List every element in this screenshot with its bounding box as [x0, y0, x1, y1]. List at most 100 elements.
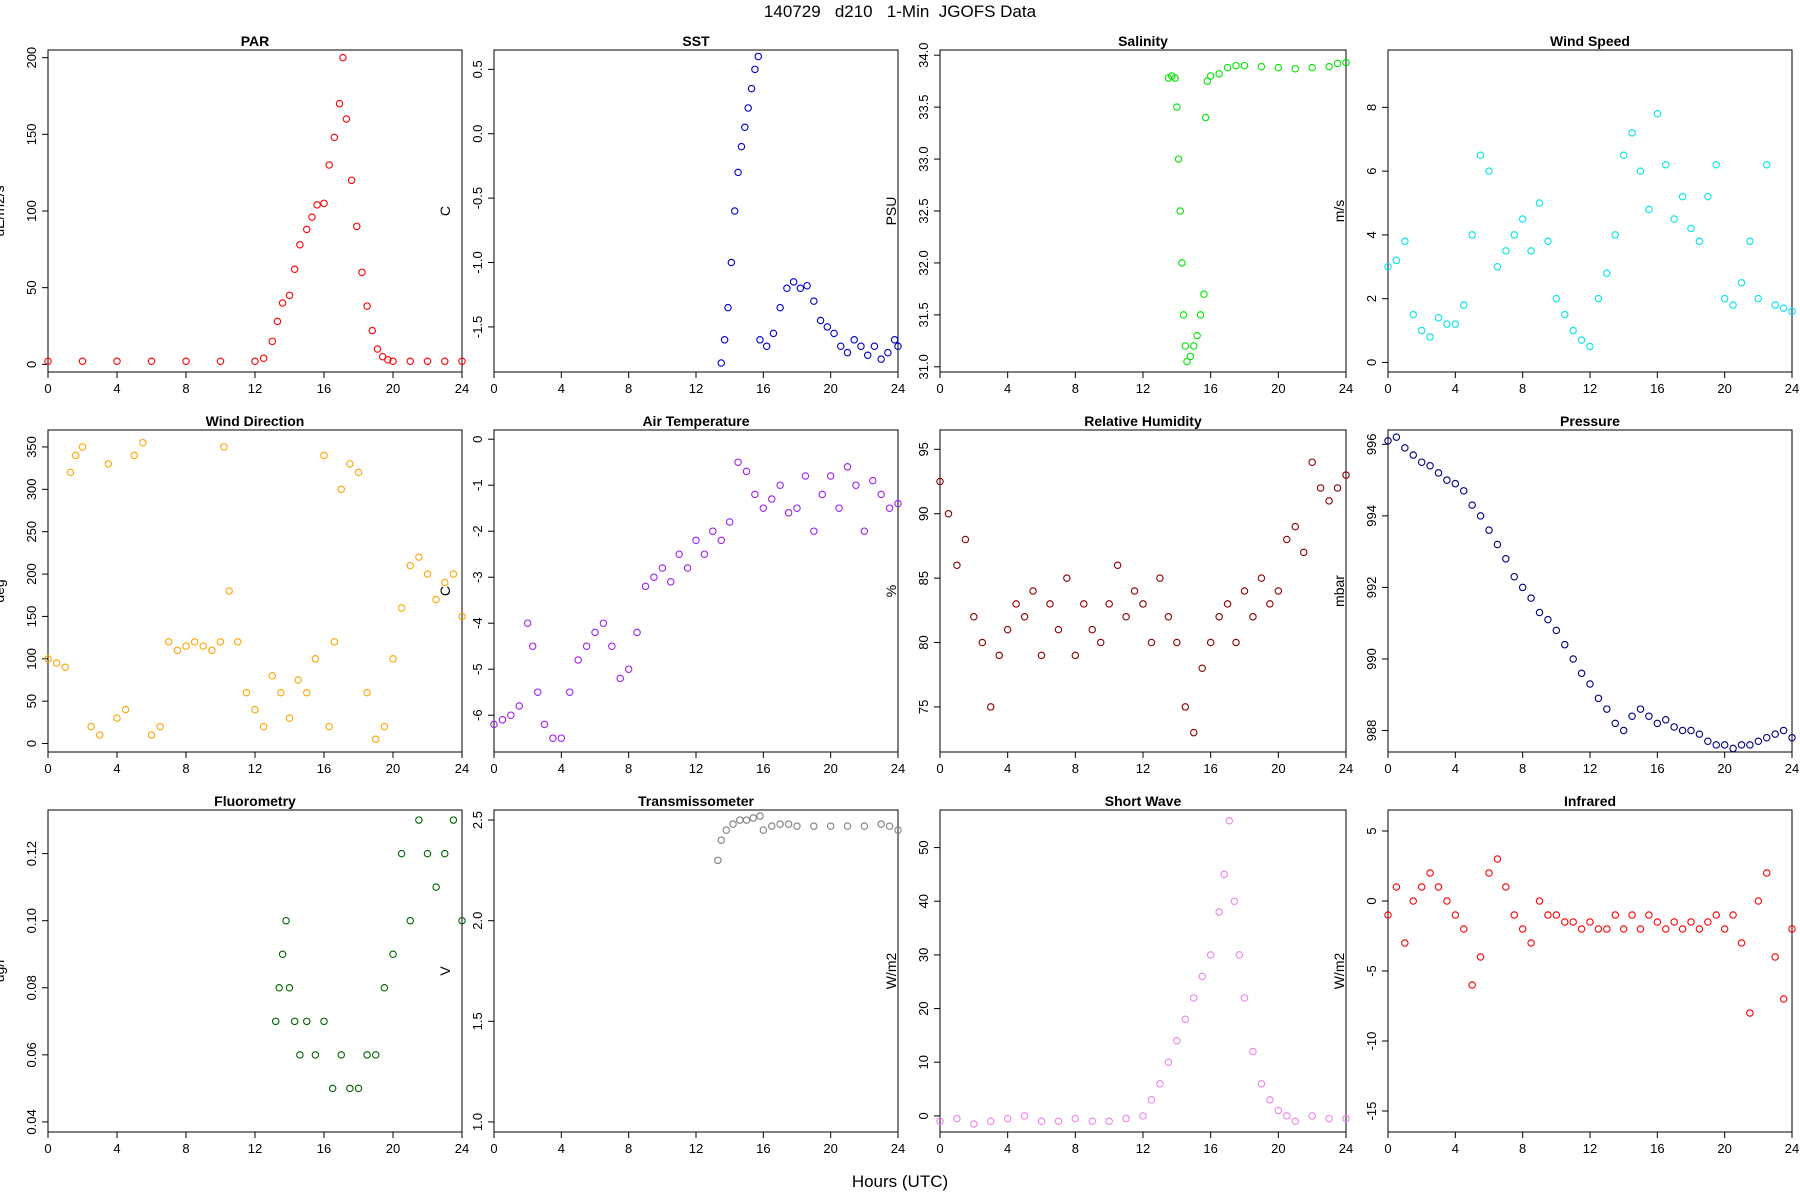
- data-point: [747, 84, 756, 93]
- data-point: [810, 297, 818, 305]
- y-tick-label: 31.5: [916, 302, 931, 327]
- data-point: [1468, 231, 1476, 239]
- x-tick-label: 4: [113, 381, 120, 396]
- data-point: [278, 299, 287, 307]
- data-point: [498, 716, 507, 724]
- data-point: [1518, 215, 1527, 223]
- x-tick-label: 0: [936, 761, 943, 776]
- plot-frame: [493, 429, 899, 753]
- y-tick-label: 150: [24, 606, 39, 628]
- data-point: [337, 485, 345, 494]
- x-tick-label: 20: [1717, 381, 1731, 396]
- data-point: [835, 504, 843, 512]
- data-point: [1196, 311, 1205, 319]
- data-point: [1178, 259, 1186, 267]
- data-point: [216, 638, 225, 646]
- data-point: [311, 655, 320, 663]
- x-tick-label: 24: [455, 1141, 469, 1156]
- x-tick-label: 12: [1136, 761, 1150, 776]
- data-point: [1569, 655, 1577, 663]
- data-point: [1417, 326, 1426, 335]
- data-point: [449, 570, 458, 578]
- x-tick-label: 8: [182, 761, 189, 776]
- y-tick-label: 1.5: [470, 1012, 485, 1030]
- data-point: [61, 663, 69, 672]
- data-point: [363, 302, 371, 310]
- data-point: [1737, 741, 1746, 749]
- x-tick-label: 4: [113, 1141, 120, 1156]
- x-tick-label: 20: [1717, 761, 1731, 776]
- data-point: [1139, 600, 1147, 608]
- data-point: [339, 53, 347, 62]
- data-point: [1417, 883, 1426, 891]
- data-point: [271, 1017, 280, 1026]
- data-point: [1645, 911, 1653, 919]
- data-point: [1147, 638, 1156, 647]
- data-point: [1392, 256, 1401, 265]
- data-point: [325, 161, 333, 169]
- data-point: [1628, 129, 1636, 137]
- data-point: [1476, 512, 1485, 520]
- y-tick-label: 50: [916, 840, 931, 854]
- y-tick-label: 0: [24, 361, 39, 368]
- data-point: [1220, 870, 1228, 879]
- y-tick-label: 0: [916, 1112, 931, 1119]
- x-tick-label: 4: [1452, 381, 1459, 396]
- x-tick-label: 0: [1384, 761, 1391, 776]
- y-tick-label: 990: [1364, 648, 1379, 670]
- y-tick-label: 75: [916, 700, 931, 714]
- data-point: [320, 199, 328, 208]
- data-point: [1704, 918, 1712, 926]
- data-point: [182, 357, 190, 366]
- data-point: [1003, 1114, 1012, 1123]
- data-point: [1401, 237, 1409, 246]
- data-point: [1527, 594, 1535, 602]
- data-point: [415, 553, 423, 561]
- data-point: [1737, 278, 1746, 287]
- x-tick-label: 16: [1650, 381, 1664, 396]
- data-point: [1274, 587, 1283, 595]
- data-point: [423, 849, 432, 858]
- data-point: [346, 1084, 354, 1093]
- data-point: [1240, 587, 1249, 595]
- data-point: [729, 820, 737, 828]
- data-point: [1561, 640, 1569, 649]
- data-point: [742, 816, 751, 824]
- data-point: [810, 822, 818, 830]
- data-point: [1012, 600, 1020, 608]
- data-point: [1291, 64, 1300, 73]
- data-point: [251, 705, 259, 714]
- y-tick-label: 0.06: [24, 1042, 39, 1067]
- x-tick-label: 8: [1072, 761, 1079, 776]
- y-axis-label: mbar: [1331, 575, 1347, 607]
- data-point: [1544, 237, 1552, 246]
- x-tick-label: 24: [1339, 761, 1353, 776]
- y-tick-label: -3: [470, 571, 485, 583]
- data-point: [1193, 331, 1201, 340]
- data-point: [789, 278, 798, 286]
- data-point: [313, 201, 321, 209]
- data-point: [285, 714, 294, 722]
- data-point: [1113, 561, 1122, 569]
- data-point: [1687, 918, 1695, 926]
- x-tick-label: 12: [248, 381, 262, 396]
- data-point: [734, 458, 742, 466]
- data-point: [852, 481, 860, 489]
- x-tick-label: 4: [1004, 381, 1011, 396]
- data-point: [1746, 1009, 1754, 1017]
- data-point: [1230, 897, 1239, 905]
- y-tick-label: -2: [470, 525, 485, 537]
- data-point: [736, 816, 744, 824]
- data-point: [1105, 600, 1113, 608]
- data-point: [1577, 925, 1586, 933]
- x-tick-label: 20: [386, 381, 400, 396]
- data-point: [1443, 897, 1451, 905]
- data-point: [363, 688, 371, 697]
- data-point: [742, 467, 751, 476]
- data-point: [868, 476, 877, 485]
- x-tick-label: 20: [1717, 1141, 1731, 1156]
- y-axis-label: V: [437, 966, 453, 976]
- data-point: [1518, 583, 1527, 592]
- y-tick-label: -1.5: [470, 316, 485, 338]
- x-tick-label: 16: [756, 1141, 770, 1156]
